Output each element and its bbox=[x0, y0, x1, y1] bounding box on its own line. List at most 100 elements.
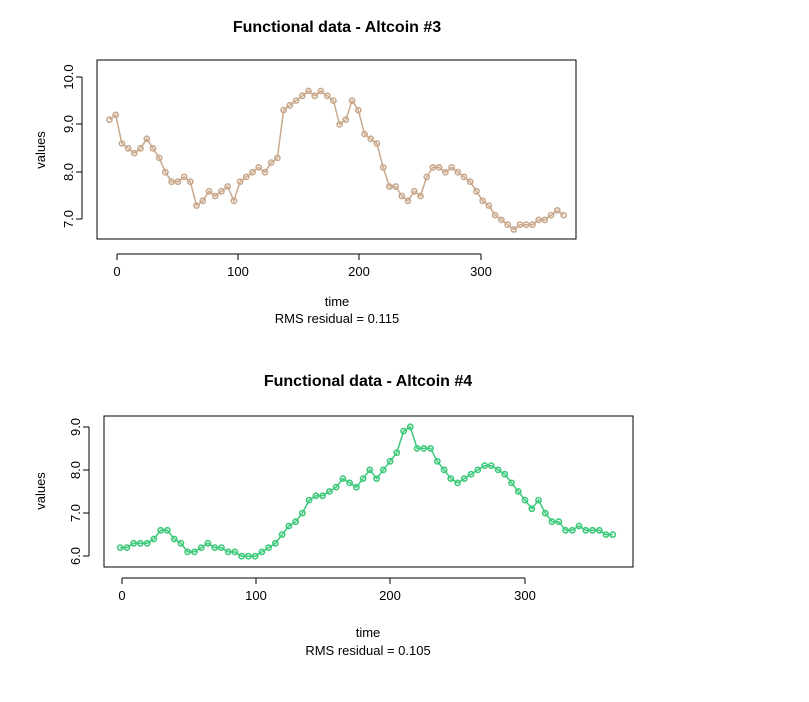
chart-2-point-21 bbox=[258, 548, 266, 556]
chart-2-y-tick-label-1: 7.0 bbox=[68, 504, 83, 522]
chart-2-x-axis: 0 100 200 300 bbox=[118, 577, 536, 603]
chart-2-x-tick-label-1: 100 bbox=[245, 588, 267, 603]
chart-2-point-52 bbox=[467, 470, 475, 478]
chart-1-point-50 bbox=[417, 192, 424, 200]
chart-2-point-10 bbox=[184, 548, 192, 556]
chart-2-point-63 bbox=[541, 509, 549, 517]
chart-2-point-39 bbox=[379, 466, 387, 474]
chart-1-point-6 bbox=[143, 135, 151, 143]
chart-1-point-18 bbox=[217, 187, 225, 195]
chart-2-point-29 bbox=[312, 492, 320, 500]
chart-1-point-51 bbox=[423, 173, 431, 181]
chart-2-point-15 bbox=[217, 544, 225, 551]
chart-2-point-70 bbox=[589, 526, 596, 534]
chart-2-point-27 bbox=[298, 509, 306, 517]
chart-2-y-axis: 6.0 7.0 8.0 9.0 bbox=[68, 418, 90, 565]
chart-1-point-61 bbox=[485, 202, 493, 209]
chart-2-y-tick-label-0: 6.0 bbox=[68, 547, 83, 565]
chart-1-x-tick-label-2: 200 bbox=[348, 264, 370, 279]
chart-2-point-3 bbox=[136, 539, 144, 547]
chart-2-point-23 bbox=[271, 539, 279, 547]
chart-2-point-18 bbox=[238, 552, 245, 560]
chart-1-point-52 bbox=[429, 163, 437, 171]
chart-1-point-59 bbox=[473, 187, 480, 195]
chart-2-point-44 bbox=[413, 444, 421, 452]
chart-1-point-3 bbox=[124, 144, 132, 152]
chart-2-point-32 bbox=[332, 483, 340, 491]
chart-2-point-73 bbox=[609, 531, 617, 538]
chart-2-point-49 bbox=[447, 475, 455, 482]
chart-2-subtitle: RMS residual = 0.105 bbox=[305, 643, 430, 658]
chart-2-point-64 bbox=[548, 518, 556, 526]
chart-2-title: Functional data - Altcoin #4 bbox=[264, 373, 472, 390]
chart-2-point-69 bbox=[582, 526, 590, 534]
chart-2-point-67 bbox=[568, 526, 576, 534]
chart-1-point-27 bbox=[273, 154, 281, 162]
chart-panel-2: Functional data - Altcoin #4 0 100 200 3… bbox=[33, 373, 634, 658]
chart-1-point-1 bbox=[112, 111, 120, 119]
chart-1-point-58 bbox=[466, 178, 474, 186]
chart-2-series-line bbox=[120, 425, 613, 557]
chart-2-point-31 bbox=[325, 488, 333, 495]
chart-1-point-20 bbox=[230, 197, 238, 205]
chart-1-x-tick-label-0: 0 bbox=[113, 264, 120, 279]
chart-1-point-16 bbox=[205, 187, 213, 195]
chart-1-point-12 bbox=[180, 173, 188, 181]
chart-1-point-0 bbox=[106, 116, 113, 124]
chart-1-point-15 bbox=[199, 197, 207, 205]
chart-1-point-7 bbox=[149, 144, 157, 152]
chart-1-point-47 bbox=[398, 192, 406, 200]
chart-1-point-48 bbox=[404, 197, 412, 205]
chart-2-point-28 bbox=[305, 496, 313, 504]
chart-2-x-tick-label-0: 0 bbox=[118, 588, 125, 603]
chart-2-point-57 bbox=[501, 470, 509, 478]
chart-1-point-39 bbox=[348, 97, 356, 104]
chart-2-point-48 bbox=[440, 466, 448, 474]
chart-2-plot-box bbox=[103, 415, 634, 568]
chart-1-point-5 bbox=[137, 144, 144, 152]
chart-1-point-45 bbox=[385, 183, 393, 190]
chart-1-point-25 bbox=[261, 168, 269, 176]
chart-1-point-42 bbox=[367, 135, 375, 143]
chart-1-point-57 bbox=[460, 173, 468, 181]
chart-2-point-0 bbox=[116, 544, 124, 551]
chart-panel-1: Functional data - Altcoin #3 0 100 200 3… bbox=[33, 19, 577, 326]
chart-1-marks bbox=[106, 87, 567, 233]
chart-2-point-53 bbox=[474, 466, 482, 474]
chart-2-point-47 bbox=[433, 457, 441, 465]
chart-1-point-46 bbox=[392, 183, 399, 190]
chart-2-point-25 bbox=[285, 522, 293, 530]
chart-1-point-41 bbox=[361, 130, 368, 138]
chart-1-point-64 bbox=[504, 221, 511, 229]
chart-1-point-67 bbox=[522, 221, 530, 229]
chart-1-point-28 bbox=[280, 106, 287, 114]
chart-2-point-59 bbox=[514, 488, 522, 495]
chart-2-point-43 bbox=[406, 423, 414, 431]
chart-1-point-69 bbox=[535, 216, 543, 224]
chart-1-point-9 bbox=[161, 168, 169, 176]
chart-2-point-6 bbox=[157, 526, 165, 534]
chart-2-point-2 bbox=[130, 539, 138, 547]
chart-1-point-73 bbox=[560, 211, 567, 219]
chart-2-point-1 bbox=[123, 544, 131, 551]
chart-2-point-62 bbox=[535, 496, 542, 504]
chart-1-point-17 bbox=[211, 192, 219, 200]
chart-2-x-tick-label-2: 200 bbox=[379, 588, 401, 603]
chart-1-plot-box bbox=[96, 59, 577, 240]
chart-1-point-66 bbox=[516, 221, 524, 229]
chart-2-point-68 bbox=[575, 522, 583, 530]
chart-2-point-71 bbox=[595, 526, 603, 534]
chart-1-point-33 bbox=[311, 92, 319, 100]
chart-2-point-45 bbox=[420, 444, 428, 452]
chart-2-y-tick-label-2: 8.0 bbox=[68, 461, 83, 479]
chart-1-point-36 bbox=[329, 97, 337, 104]
chart-1-point-62 bbox=[491, 211, 499, 219]
chart-1-point-43 bbox=[373, 140, 381, 147]
chart-1-point-72 bbox=[553, 206, 561, 214]
chart-1-x-tick-label-3: 300 bbox=[470, 264, 492, 279]
chart-1-point-55 bbox=[448, 163, 455, 171]
chart-1-point-23 bbox=[249, 168, 256, 176]
chart-2-point-35 bbox=[352, 483, 360, 491]
chart-1-point-60 bbox=[479, 197, 487, 205]
